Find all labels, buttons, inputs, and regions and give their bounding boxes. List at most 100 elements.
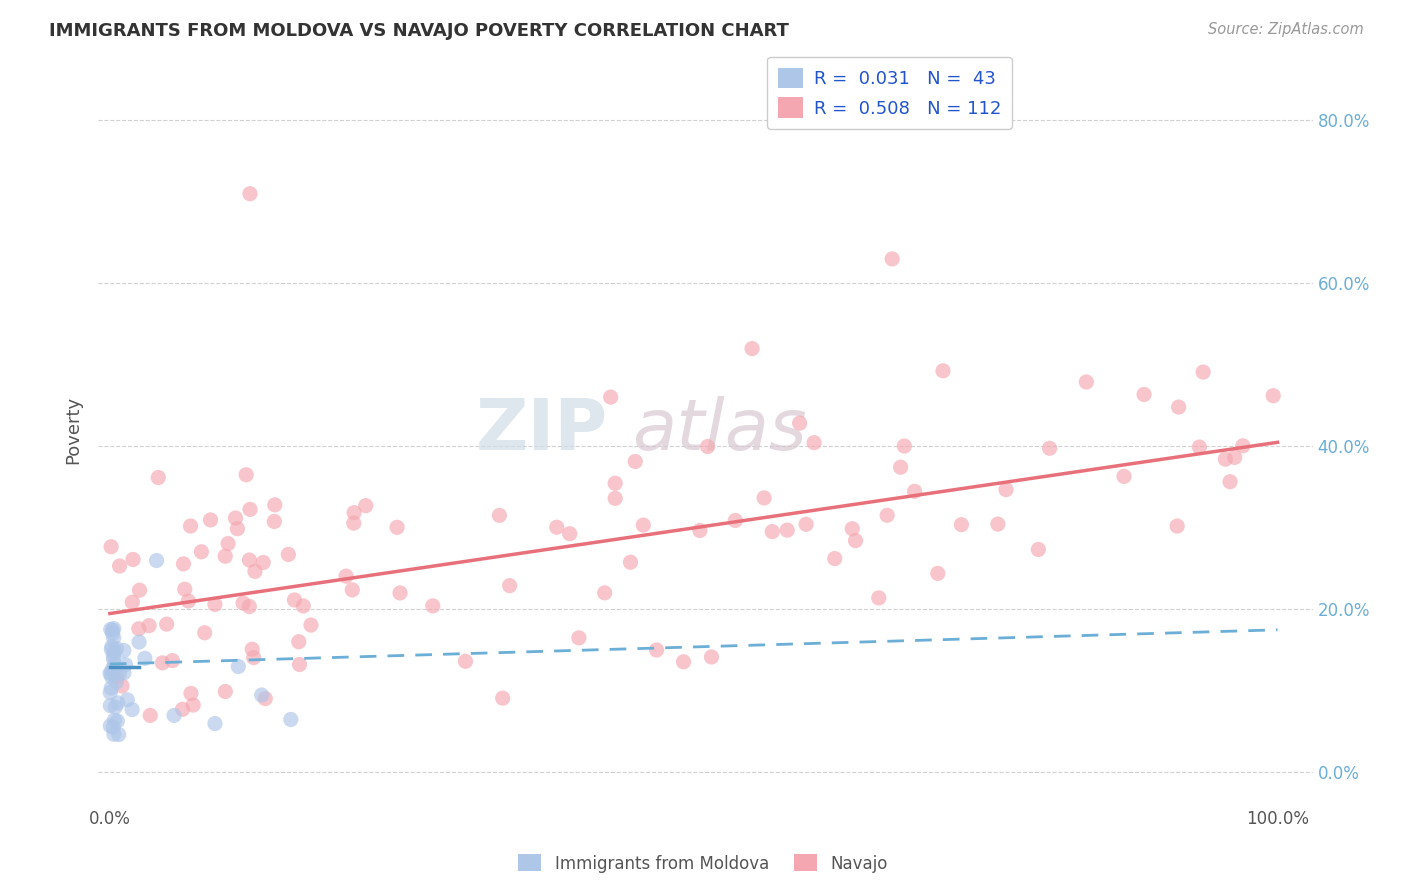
Point (204, 598, 226, 612)
Point (224, 511, 246, 525)
Point (1167, 400, 1189, 414)
Text: ZIP: ZIP (477, 396, 609, 465)
Point (122, 552, 145, 566)
Point (100, 642, 122, 657)
Point (163, 708, 186, 723)
Point (689, 524, 711, 538)
Point (100, 665, 122, 680)
Point (107, 696, 129, 710)
Point (101, 662, 124, 676)
Point (932, 364, 955, 378)
Point (841, 522, 863, 536)
Point (343, 516, 366, 530)
Point (492, 691, 515, 706)
Point (1112, 469, 1135, 483)
Point (741, 342, 763, 356)
Point (287, 634, 309, 648)
Point (605, 476, 627, 491)
Point (103, 727, 125, 741)
Point (103, 631, 125, 645)
Point (148, 470, 170, 484)
Point (101, 624, 124, 638)
Point (335, 569, 357, 583)
Point (105, 670, 128, 684)
Point (238, 599, 260, 614)
Point (103, 622, 125, 636)
Point (243, 565, 266, 579)
Point (100, 623, 122, 637)
Point (995, 483, 1018, 497)
Point (134, 651, 156, 665)
Point (1166, 519, 1188, 533)
Point (672, 655, 695, 669)
Point (112, 665, 135, 680)
Y-axis label: Poverty: Poverty (65, 396, 82, 464)
Point (108, 666, 131, 681)
Point (200, 513, 222, 527)
Point (214, 684, 236, 698)
Point (292, 599, 315, 613)
Point (103, 720, 125, 734)
Point (103, 648, 125, 663)
Point (242, 650, 264, 665)
Point (181, 698, 204, 712)
Point (876, 508, 898, 523)
Point (619, 555, 641, 569)
Point (194, 625, 217, 640)
Point (172, 557, 194, 571)
Point (1188, 440, 1211, 454)
Point (752, 491, 775, 505)
Point (343, 506, 366, 520)
Point (128, 583, 150, 598)
Point (238, 553, 260, 567)
Point (987, 517, 1010, 532)
Point (1219, 475, 1241, 489)
Point (105, 714, 128, 728)
Point (152, 656, 174, 670)
Point (239, 502, 262, 516)
Point (101, 626, 124, 640)
Point (263, 498, 285, 512)
Point (121, 703, 143, 717)
Point (890, 460, 912, 475)
Point (107, 727, 129, 741)
Point (112, 643, 135, 657)
Point (217, 536, 239, 550)
Point (177, 594, 200, 608)
Point (173, 582, 195, 597)
Point (204, 716, 226, 731)
Point (100, 670, 122, 684)
Text: Source: ZipAtlas.com: Source: ZipAtlas.com (1208, 22, 1364, 37)
Point (138, 618, 160, 632)
Point (98, 666, 121, 681)
Point (283, 593, 305, 607)
Point (277, 548, 299, 562)
Point (776, 523, 799, 537)
Point (1028, 542, 1050, 557)
Point (824, 551, 846, 566)
Point (240, 642, 263, 657)
Point (226, 522, 249, 536)
Point (1192, 365, 1215, 379)
Point (254, 691, 277, 706)
Point (299, 618, 322, 632)
Point (280, 713, 302, 727)
Point (156, 617, 179, 632)
Point (422, 599, 444, 613)
Point (288, 657, 311, 672)
Point (844, 533, 866, 548)
Point (488, 508, 510, 523)
Point (139, 708, 162, 723)
Point (100, 540, 122, 554)
Point (172, 702, 194, 716)
Point (1133, 387, 1156, 401)
Point (162, 654, 184, 668)
Point (624, 454, 647, 468)
Point (724, 513, 747, 527)
Point (354, 499, 377, 513)
Point (180, 686, 202, 700)
Point (105, 675, 128, 690)
Point (128, 622, 150, 636)
Point (103, 663, 125, 677)
Point (232, 596, 254, 610)
